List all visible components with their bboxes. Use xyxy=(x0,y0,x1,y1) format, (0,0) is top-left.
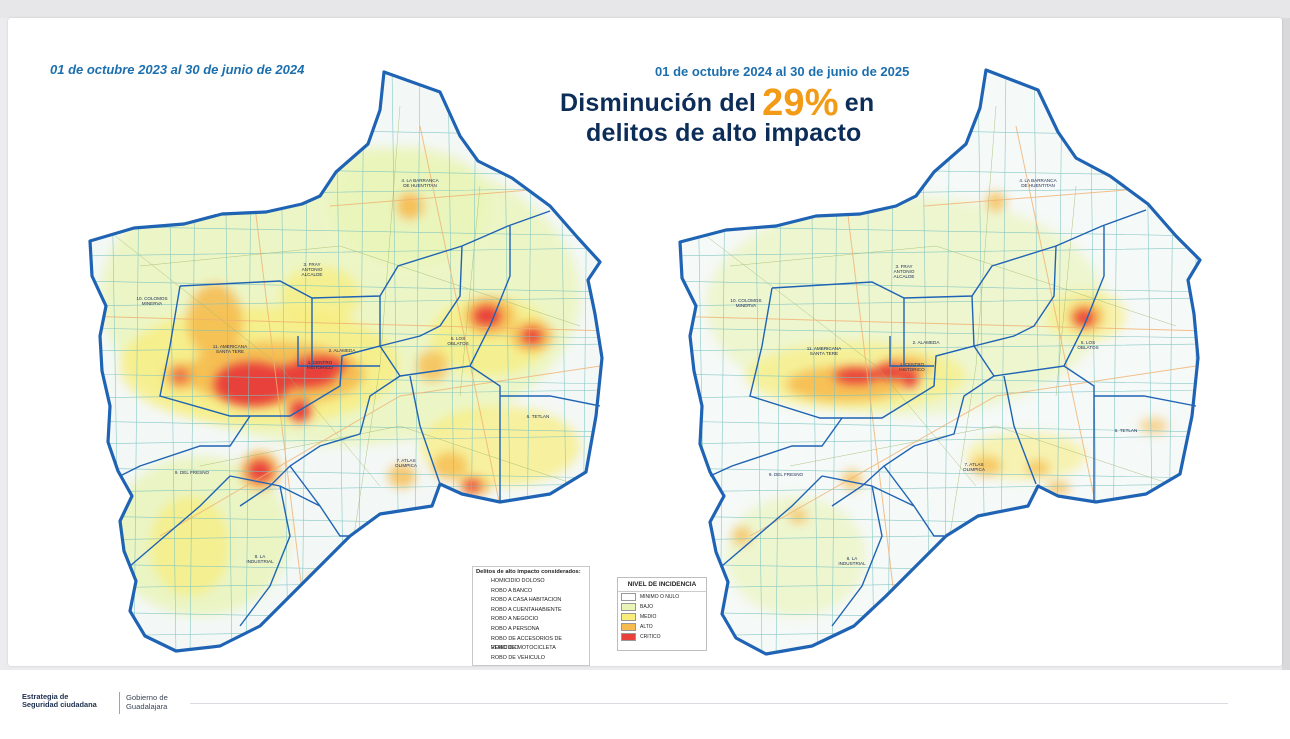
incidence-swatch xyxy=(621,633,636,641)
main-avenues xyxy=(90,125,602,651)
label-barranca: 4. LA BARRANCA DE HUENTITAN xyxy=(401,178,439,188)
crime-item: ROBO A NEGOCIO xyxy=(491,616,539,623)
district-labels: 4. LA BARRANCA DE HUENTITAN 10. COLOMOS MI… xyxy=(136,178,549,564)
footer-rule xyxy=(190,703,1228,704)
headline: Disminución del 29% en delitos de alto imp… xyxy=(560,84,960,148)
label-alameda: 2. ALAMEDA xyxy=(329,348,357,353)
label-industrial: 8. LA INDUSTRIAL xyxy=(246,554,274,564)
map-2024-2025: 4. LA BARRANCA DE HUENTITAN 10. COLOMOS MI… xyxy=(678,68,1202,656)
label-tetlan: 6. TETLAN xyxy=(1115,428,1138,433)
incidence-label: MEDIO xyxy=(640,614,657,620)
crime-item: ROBO DE MOTOCICLETA xyxy=(491,645,556,652)
brand-gobierno-line1: Gobierno de xyxy=(126,693,168,702)
district-labels: 4. LA BARRANCA DE HUENTITAN 10. COLOMOS MI… xyxy=(730,178,1137,566)
headline-line-2: delitos de alto impacto xyxy=(586,119,862,147)
incidence-row-critico: CRITICO xyxy=(618,632,706,642)
label-atlas: 7. ATLAS OLIMPICA xyxy=(395,458,418,468)
incidence-label: BAJO xyxy=(640,604,654,610)
incidence-label: ALTO xyxy=(640,624,653,630)
incidence-swatch xyxy=(621,623,636,631)
label-colomos: 10. COLOMOS MINERVA xyxy=(730,298,761,308)
district-boundaries xyxy=(119,210,601,627)
headline-post: en xyxy=(844,89,875,117)
incidence-legend-title: NIVEL DE INCIDENCIA xyxy=(618,578,706,592)
label-americana: 11. AMERICANA SANTA TERE xyxy=(213,344,248,354)
label-fresno: 9. DEL FRESNO xyxy=(175,470,210,475)
incidence-swatch xyxy=(621,593,636,601)
label-centro: 1. CENTRO HISTORICO xyxy=(307,360,333,370)
right-period-title: 01 de octubre 2024 al 30 de junio de 202… xyxy=(655,64,910,79)
map-2023-2024: 4. LA BARRANCA DE HUENTITAN 10. COLOMOS MI… xyxy=(88,70,604,653)
footer: Estrategia de Seguridad ciudadana Gobier… xyxy=(0,670,1290,739)
label-americana: 11. AMERICANA SANTA TERE xyxy=(807,346,842,356)
brand-gobierno-line2: Guadalajara xyxy=(126,702,168,711)
label-oblatos: 5. LOS OBLATOS xyxy=(447,336,468,346)
city-outline xyxy=(678,68,1202,656)
headline-pre: Disminución del xyxy=(560,89,757,117)
incidence-label: CRITICO xyxy=(640,634,661,640)
right-edge xyxy=(1282,18,1290,739)
crime-item: HOMICIDIO DOLOSO xyxy=(491,578,545,584)
street-lines xyxy=(90,105,581,627)
incidence-swatch xyxy=(621,613,636,621)
label-industrial: 8. LA INDUSTRIAL xyxy=(838,556,866,566)
label-oblatos: 5. LOS OBLATOS xyxy=(1077,340,1098,350)
label-tetlan: 6. TETLAN xyxy=(527,414,550,419)
incidence-row-medio: MEDIO xyxy=(618,612,706,622)
incidence-swatch xyxy=(621,603,636,611)
label-fray: 3. FRAY ANTONIO ALCALDE xyxy=(894,264,915,279)
city-outline xyxy=(88,70,604,653)
crime-item: ROBO A CASA HABITACION xyxy=(491,597,562,604)
crimes-legend: Delitos de alto impacto considerados: HO… xyxy=(472,566,590,666)
crimes-legend-title: Delitos de alto impacto considerados: xyxy=(476,569,581,575)
label-barranca: 4. LA BARRANCA DE HUENTITAN xyxy=(1019,178,1057,188)
label-alameda: 2. ALAMEDA xyxy=(913,340,941,345)
incidence-label: MINIMO O NULO xyxy=(640,594,680,600)
crime-item: ROBO A BANCO xyxy=(491,587,533,594)
brand-gobierno-logo: Gobierno de Guadalajara xyxy=(126,693,168,711)
incidence-legend: NIVEL DE INCIDENCIA MINIMO O NULO BAJO M… xyxy=(617,577,707,651)
top-bar xyxy=(0,0,1290,18)
label-colomos: 10. COLOMOS MINERVA xyxy=(136,296,167,306)
label-centro: 1. CENTRO HISTORICO xyxy=(899,362,925,372)
left-period-title: 01 de octubre 2023 al 30 de junio de 202… xyxy=(50,62,305,77)
district-boundaries xyxy=(709,209,1197,627)
brand-estrategia-line1: Estrategia de xyxy=(22,692,69,701)
footer-separator xyxy=(119,692,120,714)
headline-line-1: Disminución del 29% en xyxy=(560,84,960,122)
main-avenues xyxy=(680,125,1200,654)
brand-estrategia-logo: Estrategia de Seguridad ciudadana xyxy=(22,693,97,709)
incidence-row-bajo: BAJO xyxy=(618,602,706,612)
crime-item: ROBO A PERSONA xyxy=(491,625,540,632)
crime-item: ROBO DE VEHICULO xyxy=(491,654,545,661)
incidence-row-alto: ALTO xyxy=(618,622,706,632)
crimes-list: HOMICIDIO DOLOSO ROBO A BANCO ROBO A CAS… xyxy=(473,577,589,663)
label-atlas: 7. ATLAS OLIMPICA xyxy=(963,462,986,472)
street-lines xyxy=(680,105,1177,627)
crime-item: ROBO A CUENTAHABIENTE xyxy=(491,606,562,613)
incidence-row-minimo: MINIMO O NULO xyxy=(618,592,706,602)
brand-estrategia-line2: Seguridad ciudadana xyxy=(22,700,97,709)
label-fray: 3. FRAY ANTONIO ALCALDE xyxy=(302,262,323,277)
crime-item: ROBO DE ACCESORIOS DE VEHICULO xyxy=(491,635,562,652)
label-fresno: 9. DEL FRESNO xyxy=(769,472,804,477)
heatmap-layer xyxy=(100,146,580,616)
headline-percentage: 29% xyxy=(762,82,839,124)
